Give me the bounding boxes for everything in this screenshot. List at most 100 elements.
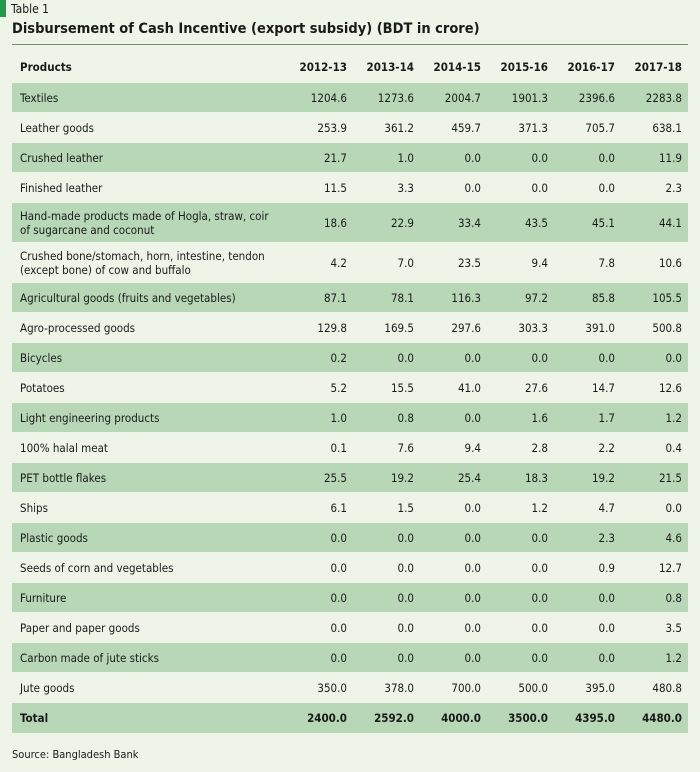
column-header-year: 2012-13 bbox=[299, 60, 348, 74]
value-cell: 1273.6 bbox=[353, 82, 420, 113]
value-cell: 18.6 bbox=[286, 202, 353, 243]
value-cell: 4.2 bbox=[286, 242, 353, 283]
product-cell: PET bottle flakes bbox=[12, 462, 286, 493]
value-cell: 0.0 bbox=[286, 612, 353, 643]
product-cell: Light engineering products bbox=[12, 402, 286, 433]
table-row: Hand-made products made of Hogla, straw,… bbox=[12, 202, 688, 243]
subsidy-table: Products 2012-13 2013-14 2014-15 2015-16… bbox=[12, 52, 688, 733]
column-header-year: 2015-16 bbox=[500, 60, 549, 74]
value-cell: 2283.8 bbox=[621, 82, 688, 113]
value-cell: 0.0 bbox=[353, 552, 420, 583]
value-cell: 2.3 bbox=[554, 522, 621, 553]
value-cell: 0.0 bbox=[420, 172, 487, 203]
value-cell: 18.3 bbox=[487, 462, 554, 493]
value-cell: 0.0 bbox=[554, 642, 621, 673]
column-header-products: Products bbox=[20, 60, 72, 74]
value-cell: 0.0 bbox=[487, 172, 554, 203]
value-cell: 85.8 bbox=[554, 282, 621, 313]
table-row: Plastic goods 0.0 0.0 0.0 0.0 2.3 4.6 bbox=[12, 522, 688, 553]
value-cell: 5.2 bbox=[286, 372, 353, 403]
table-row: Textiles 1204.6 1273.6 2004.7 1901.3 2396.6 22… bbox=[12, 82, 688, 113]
value-cell: 350.0 bbox=[286, 672, 353, 703]
table-row: Jute goods 350.0 378.0 700.0 500.0 395.0 480.8 bbox=[12, 672, 688, 703]
value-cell: 0.0 bbox=[487, 522, 554, 553]
value-cell: 0.0 bbox=[621, 342, 688, 373]
product-cell: Hand-made products made of Hogla, straw,… bbox=[12, 202, 286, 243]
value-cell: 0.4 bbox=[621, 432, 688, 463]
value-cell: 0.0 bbox=[554, 142, 621, 173]
value-cell: 0.0 bbox=[353, 522, 420, 553]
value-cell: 27.6 bbox=[487, 372, 554, 403]
table-row: Crushed leather 21.7 1.0 0.0 0.0 0.0 11.9 bbox=[12, 142, 688, 173]
value-cell: 41.0 bbox=[420, 372, 487, 403]
value-cell: 21.5 bbox=[621, 462, 688, 493]
value-cell: 0.0 bbox=[286, 552, 353, 583]
value-cell: 9.4 bbox=[487, 242, 554, 283]
product-cell: Furniture bbox=[12, 582, 286, 613]
value-cell: 303.3 bbox=[487, 312, 554, 343]
table-label: Table 1 bbox=[0, 0, 49, 17]
value-cell: 700.0 bbox=[420, 672, 487, 703]
value-cell: 7.8 bbox=[554, 242, 621, 283]
table-row: Seeds of corn and vegetables 0.0 0.0 0.0 0.0… bbox=[12, 552, 688, 583]
product-cell: Textiles bbox=[12, 82, 286, 113]
table-row: Furniture 0.0 0.0 0.0 0.0 0.0 0.8 bbox=[12, 582, 688, 613]
value-cell: 0.2 bbox=[286, 342, 353, 373]
table-row: 100% halal meat 0.1 7.6 9.4 2.8 2.2 0.4 bbox=[12, 432, 688, 463]
table-row: Light engineering products 1.0 0.8 0.0 1.6 1.… bbox=[12, 402, 688, 433]
value-cell: 0.0 bbox=[487, 642, 554, 673]
value-cell: 253.9 bbox=[286, 112, 353, 143]
source-note: Source: Bangladesh Bank bbox=[12, 748, 139, 761]
value-cell: 0.0 bbox=[554, 172, 621, 203]
value-cell: 21.7 bbox=[286, 142, 353, 173]
value-cell: 43.5 bbox=[487, 202, 554, 243]
value-cell: 78.1 bbox=[353, 282, 420, 313]
title-divider bbox=[12, 44, 688, 45]
value-cell: 33.4 bbox=[420, 202, 487, 243]
value-cell: 1.7 bbox=[554, 402, 621, 433]
value-cell: 0.0 bbox=[554, 582, 621, 613]
value-cell: 9.4 bbox=[420, 432, 487, 463]
value-cell: 2.3 bbox=[621, 172, 688, 203]
value-cell: 10.6 bbox=[621, 242, 688, 283]
value-cell: 0.0 bbox=[420, 492, 487, 523]
value-cell: 12.6 bbox=[621, 372, 688, 403]
value-cell: 25.5 bbox=[286, 462, 353, 493]
value-cell: 7.0 bbox=[353, 242, 420, 283]
total-value-cell: 2592.0 bbox=[353, 702, 420, 733]
value-cell: 1901.3 bbox=[487, 82, 554, 113]
value-cell: 3.3 bbox=[353, 172, 420, 203]
table-row: Finished leather 11.5 3.3 0.0 0.0 0.0 2.3 bbox=[12, 172, 688, 203]
value-cell: 0.0 bbox=[353, 582, 420, 613]
value-cell: 87.1 bbox=[286, 282, 353, 313]
value-cell: 2396.6 bbox=[554, 82, 621, 113]
value-cell: 1.2 bbox=[621, 402, 688, 433]
column-header-year: 2016-17 bbox=[567, 60, 616, 74]
product-cell: Carbon made of jute sticks bbox=[12, 642, 286, 673]
value-cell: 19.2 bbox=[554, 462, 621, 493]
value-cell: 0.0 bbox=[420, 342, 487, 373]
value-cell: 0.0 bbox=[420, 612, 487, 643]
value-cell: 129.8 bbox=[286, 312, 353, 343]
product-cell: Ships bbox=[12, 492, 286, 523]
table-row: Agro-processed goods 129.8 169.5 297.6 303.3… bbox=[12, 312, 688, 343]
value-cell: 705.7 bbox=[554, 112, 621, 143]
value-cell: 23.5 bbox=[420, 242, 487, 283]
value-cell: 378.0 bbox=[353, 672, 420, 703]
column-header-year: 2017-18 bbox=[634, 60, 683, 74]
value-cell: 1.2 bbox=[487, 492, 554, 523]
column-header-year: 2013-14 bbox=[366, 60, 415, 74]
value-cell: 361.2 bbox=[353, 112, 420, 143]
value-cell: 297.6 bbox=[420, 312, 487, 343]
product-cell: Crushed leather bbox=[12, 142, 286, 173]
value-cell: 0.0 bbox=[554, 342, 621, 373]
value-cell: 371.3 bbox=[487, 112, 554, 143]
total-value-cell: 4395.0 bbox=[554, 702, 621, 733]
value-cell: 0.0 bbox=[487, 582, 554, 613]
value-cell: 15.5 bbox=[353, 372, 420, 403]
value-cell: 0.0 bbox=[487, 142, 554, 173]
value-cell: 500.8 bbox=[621, 312, 688, 343]
value-cell: 638.1 bbox=[621, 112, 688, 143]
value-cell: 0.0 bbox=[554, 612, 621, 643]
value-cell: 2.2 bbox=[554, 432, 621, 463]
